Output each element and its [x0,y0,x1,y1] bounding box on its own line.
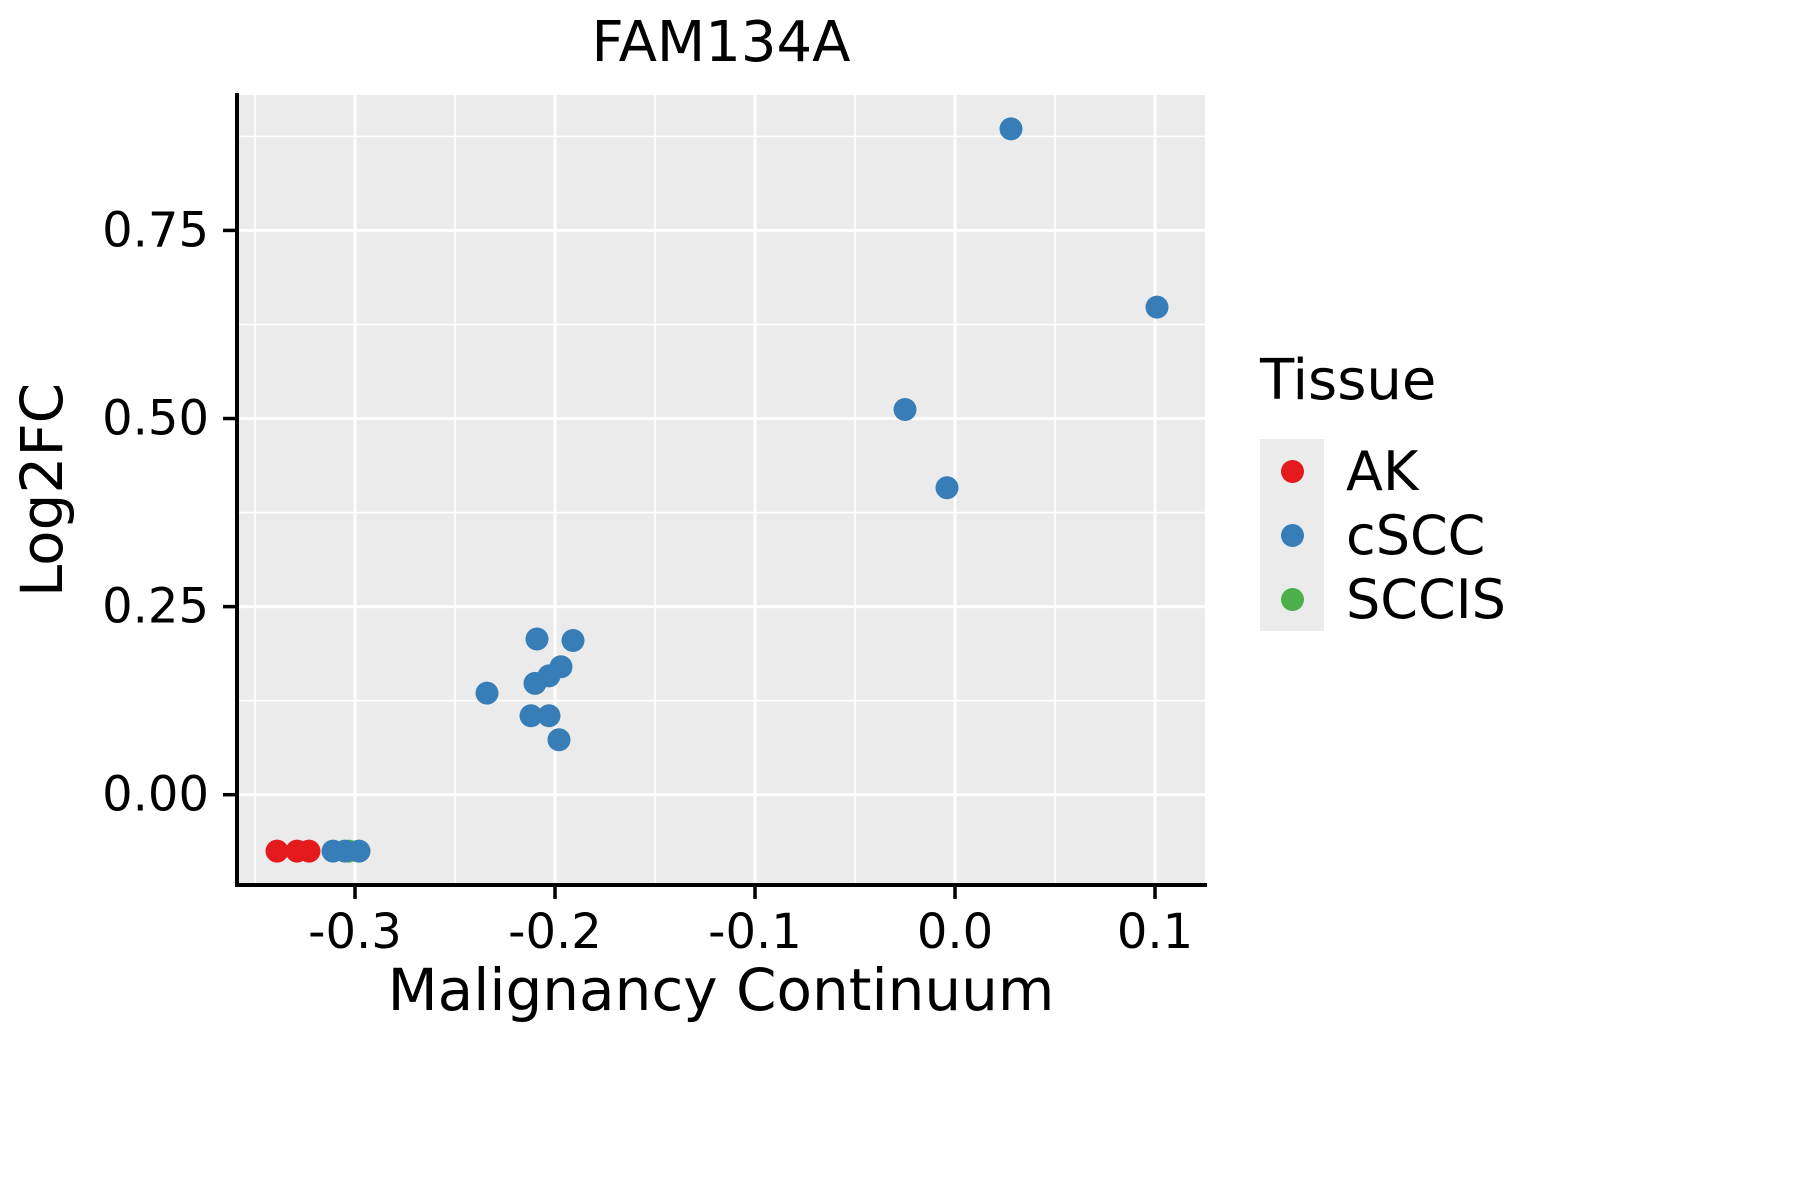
plot-panel [237,95,1205,885]
legend-dot-ak [1280,459,1304,483]
data-point-cscc [561,628,585,652]
legend-key [1260,439,1324,503]
legend-label-cscc: cSCC [1346,503,1486,567]
legend-label-sccis: SCCIS [1346,567,1506,631]
x-tick-label: 0.0 [917,904,993,960]
data-point-cscc [935,476,959,500]
legend-item-cscc: cSCC [1260,503,1506,567]
legend-key [1260,567,1324,631]
data-point-cscc [525,627,549,651]
data-point-cscc [1145,295,1169,319]
chart-title: FAM134A [591,10,851,75]
data-point-cscc [519,704,543,728]
x-tick-label: 0.1 [1117,904,1193,960]
legend-title: Tissue [1260,348,1437,413]
legend-label-ak: AK [1346,439,1419,503]
legend: Tissue AK cSCC SCCIS [1260,348,1506,631]
y-tick-label: 0.50 [102,391,209,447]
legend-dot-cscc [1280,523,1304,547]
data-point-ak [265,839,289,863]
data-point-cscc [475,681,499,705]
data-point-cscc [347,839,371,863]
legend-dot-sccis [1280,587,1304,611]
data-point-cscc [537,704,561,728]
data-point-cscc [547,728,571,752]
x-tick-label: -0.1 [708,904,802,960]
y-tick-label: 0.75 [102,202,209,258]
data-point-ak [297,839,321,863]
data-point-cscc [893,397,917,421]
y-tick-label: 0.25 [102,579,209,635]
y-tick-label: 0.00 [102,767,209,823]
x-axis-label: Malignancy Continuum [387,956,1055,1024]
x-tick-label: -0.3 [308,904,402,960]
data-point-cscc [999,117,1023,141]
legend-item-sccis: SCCIS [1260,567,1506,631]
legend-key [1260,503,1324,567]
y-axis-label: Log2FC [8,382,76,598]
legend-item-ak: AK [1260,439,1506,503]
data-point-cscc [549,655,573,679]
x-tick-label: -0.2 [508,904,602,960]
